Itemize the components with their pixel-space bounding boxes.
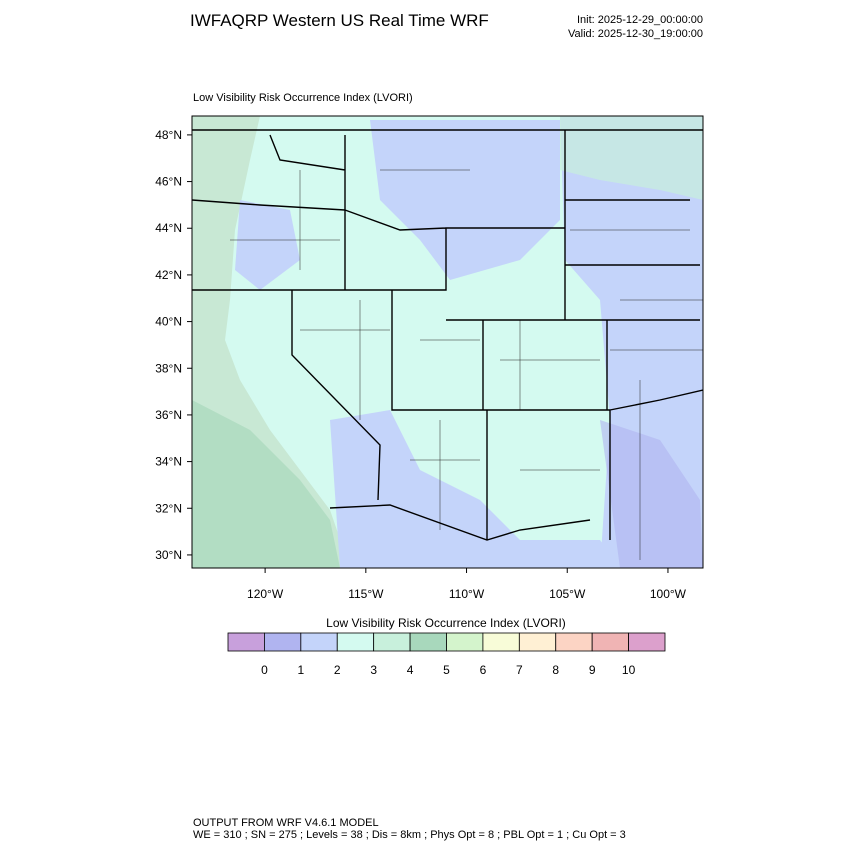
- map-frame: [191, 115, 704, 569]
- colorbar-box: [373, 632, 411, 652]
- footer-line: WE = 310 ; SN = 275 ; Levels = 38 ; Dis …: [193, 829, 626, 841]
- colorbar-box: [336, 632, 375, 652]
- y-tick-label: 30°N: [155, 548, 182, 562]
- colorbar-box: [591, 632, 629, 652]
- y-tick-label: 34°N: [155, 455, 182, 469]
- x-tick-label: 115°W: [348, 587, 384, 601]
- y-tick-label: 46°N: [155, 175, 182, 189]
- green-region: [560, 116, 703, 200]
- x-tick-label: 110°W: [449, 587, 485, 601]
- x-tick-label: 120°W: [247, 587, 284, 601]
- colorbar-box: [264, 632, 302, 652]
- blue-region: [330, 410, 620, 568]
- colorbar-label: 2: [334, 663, 341, 677]
- valid-time: Valid: 2025-12-30_19:00:00: [568, 28, 703, 40]
- page-title: IWFAQRP Western US Real Time WRF: [190, 11, 489, 30]
- x-tick-label: 100°W: [650, 587, 687, 601]
- darker-region: [600, 420, 703, 568]
- colorbar-box: [300, 632, 338, 652]
- colorbar-label: 4: [407, 663, 414, 677]
- colorbar-box: [227, 632, 265, 652]
- colorbar-label: 10: [622, 663, 636, 677]
- colorbar-box: [628, 632, 666, 652]
- y-tick-label: 40°N: [155, 315, 182, 329]
- map-axes: 120°W 115°W 110°W 105°W 100°W 30°N 32°N 34°N 36°…: [155, 128, 687, 601]
- blue-region: [235, 200, 300, 290]
- y-tick-label: 36°N: [155, 408, 182, 422]
- colorbar-box: [518, 632, 557, 652]
- colorbar-box: [446, 632, 484, 652]
- colorbar-box: [482, 632, 520, 652]
- y-tick-label: 44°N: [155, 221, 182, 235]
- init-time: Init: 2025-12-29_00:00:00: [577, 14, 703, 26]
- map-field: [192, 116, 703, 568]
- colorbar-label: 9: [589, 663, 596, 677]
- map-title: Low Visibility Risk Occurrence Index (LV…: [193, 92, 413, 104]
- x-tick-label: 105°W: [549, 587, 586, 601]
- colorbar: 0 1 2 3 4 5 6 7 8 9 10: [227, 632, 666, 677]
- y-tick-label: 42°N: [155, 268, 182, 282]
- y-tick-label: 48°N: [155, 128, 182, 142]
- blue-region: [370, 120, 560, 280]
- colorbar-box: [555, 632, 593, 652]
- ocean-green: [192, 400, 340, 568]
- colorbar-label: 6: [480, 663, 487, 677]
- colorbar-label: 3: [370, 663, 377, 677]
- footer-line: OUTPUT FROM WRF V4.6.1 MODEL: [193, 817, 379, 829]
- colorbar-label: 7: [516, 663, 523, 677]
- colorbar-label: 0: [261, 663, 268, 677]
- colorbar-box: [409, 632, 447, 652]
- colorbar-title: Low Visibility Risk Occurrence Index (LV…: [326, 616, 566, 630]
- y-tick-label: 32°N: [155, 501, 182, 515]
- y-tick-label: 38°N: [155, 361, 182, 375]
- colorbar-label: 1: [297, 663, 304, 677]
- colorbar-label: 5: [443, 663, 450, 677]
- colorbar-label: 8: [552, 663, 559, 677]
